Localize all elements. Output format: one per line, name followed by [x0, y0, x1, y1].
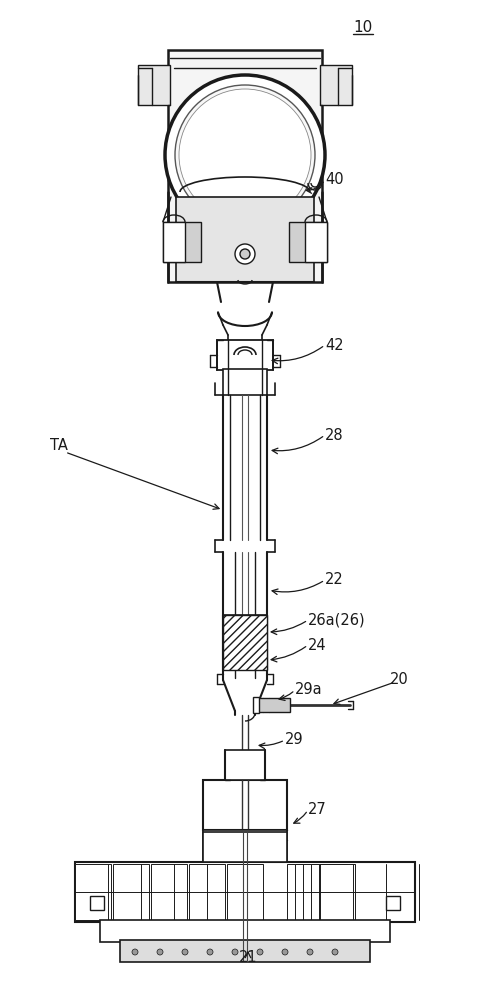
Bar: [311, 864, 347, 920]
Text: 21: 21: [239, 950, 257, 966]
Circle shape: [132, 949, 138, 955]
Text: 20: 20: [390, 672, 409, 688]
Circle shape: [282, 949, 288, 955]
Circle shape: [207, 949, 213, 955]
Bar: [176, 197, 314, 282]
Text: 29: 29: [285, 732, 304, 748]
Text: 40: 40: [325, 172, 343, 188]
Bar: [220, 780, 270, 785]
Text: 10: 10: [353, 19, 372, 34]
Bar: [189, 864, 225, 920]
Circle shape: [182, 949, 188, 955]
Bar: [319, 864, 355, 920]
Bar: [223, 615, 267, 670]
Circle shape: [232, 949, 238, 955]
Bar: [203, 780, 287, 830]
Text: 27: 27: [308, 802, 327, 818]
Bar: [120, 940, 370, 962]
Text: 26a(26): 26a(26): [308, 612, 366, 628]
Circle shape: [157, 949, 163, 955]
Bar: [320, 65, 352, 105]
Bar: [217, 340, 273, 370]
Bar: [203, 832, 287, 862]
Bar: [287, 864, 323, 920]
Text: 29a: 29a: [295, 682, 322, 698]
Bar: [75, 862, 415, 922]
Bar: [151, 864, 187, 920]
Circle shape: [257, 949, 263, 955]
Circle shape: [332, 949, 338, 955]
Bar: [295, 864, 331, 920]
Bar: [90, 896, 104, 910]
Bar: [227, 864, 263, 920]
Text: 42: 42: [325, 338, 343, 353]
Bar: [203, 830, 287, 860]
Circle shape: [165, 75, 325, 235]
Bar: [255, 698, 290, 712]
Bar: [100, 920, 390, 942]
Bar: [163, 222, 185, 262]
Bar: [113, 864, 149, 920]
Bar: [163, 222, 201, 262]
Circle shape: [240, 249, 250, 259]
Circle shape: [175, 85, 315, 225]
Bar: [289, 222, 327, 262]
Text: 28: 28: [325, 428, 343, 442]
Bar: [386, 896, 400, 910]
Bar: [138, 65, 170, 105]
Bar: [223, 369, 267, 395]
Text: TA: TA: [50, 438, 68, 452]
Text: 22: 22: [325, 572, 344, 587]
Circle shape: [307, 949, 313, 955]
Bar: [225, 750, 265, 780]
Bar: [75, 864, 111, 920]
Bar: [303, 864, 339, 920]
Bar: [168, 50, 322, 282]
Circle shape: [179, 89, 311, 221]
Circle shape: [235, 244, 255, 264]
Bar: [305, 222, 327, 262]
Text: 24: 24: [308, 638, 327, 652]
Bar: [253, 697, 259, 713]
